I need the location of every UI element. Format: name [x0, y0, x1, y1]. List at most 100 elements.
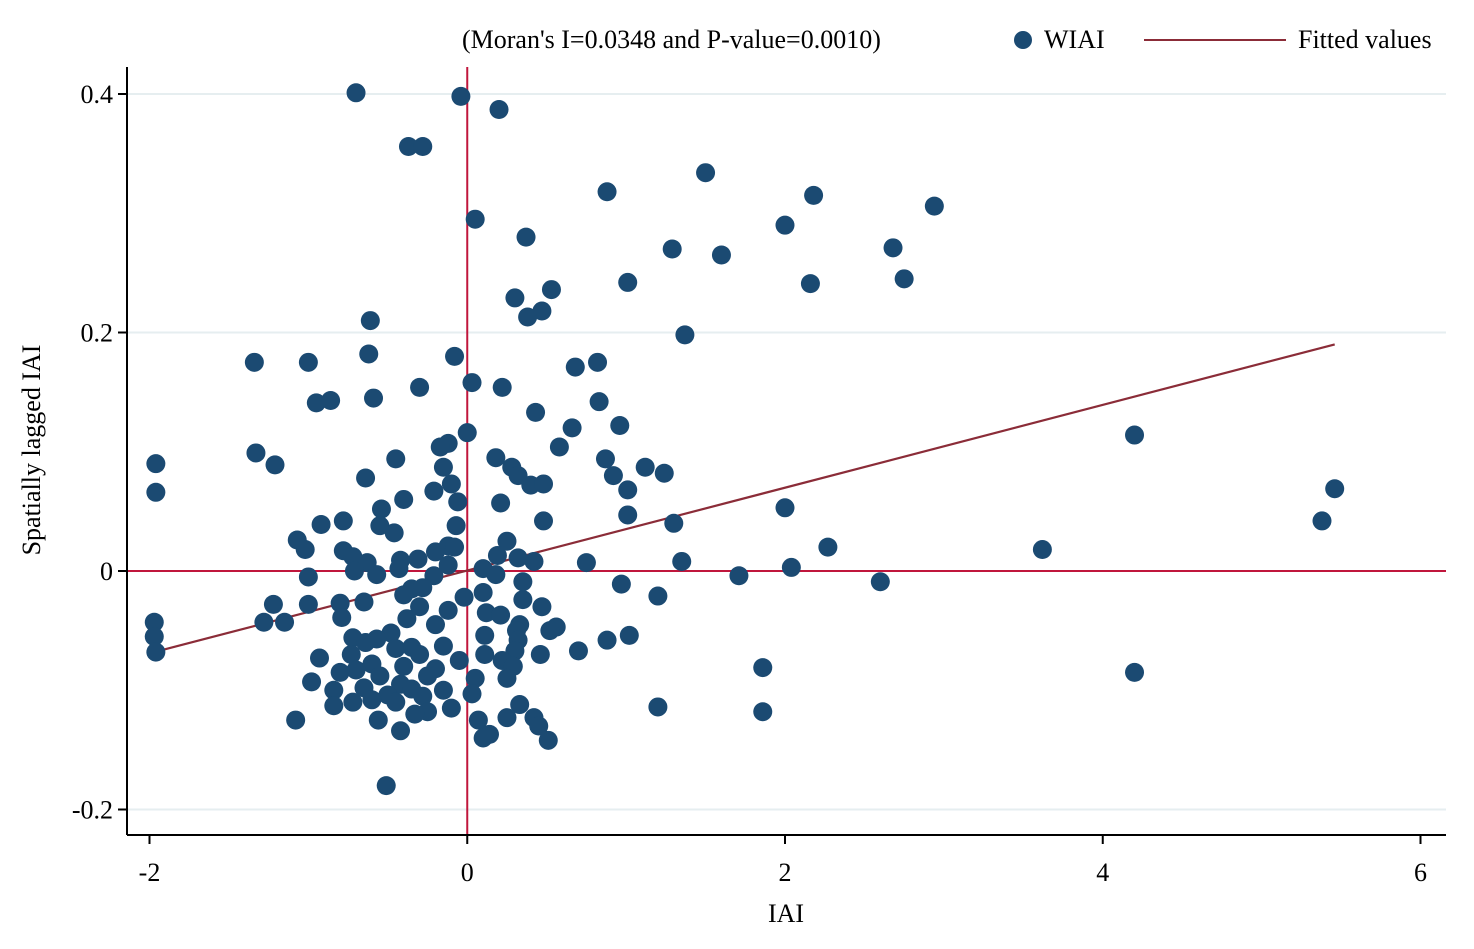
data-point: [386, 449, 406, 469]
data-point: [1125, 425, 1145, 445]
data-point: [302, 672, 322, 692]
data-point: [275, 612, 295, 632]
data-point: [306, 393, 326, 413]
data-point: [516, 227, 536, 247]
data-point: [473, 728, 493, 748]
data-point: [465, 209, 485, 229]
data-point: [424, 566, 444, 586]
data-point: [144, 612, 164, 632]
legend-label-wiai: WIAI: [1044, 25, 1105, 54]
data-point: [870, 572, 890, 592]
data-point: [448, 492, 468, 512]
data-point: [376, 776, 396, 796]
data-point: [775, 498, 795, 518]
data-point: [298, 567, 318, 587]
data-point: [346, 660, 366, 680]
data-point: [489, 100, 509, 120]
data-point: [510, 695, 530, 715]
data-point: [589, 392, 609, 412]
data-point: [449, 650, 469, 670]
data-point: [711, 245, 731, 265]
data-point: [433, 457, 453, 477]
data-point: [362, 690, 382, 710]
fitted-values-line: [153, 343, 1335, 654]
x-tick-label: 4: [1096, 858, 1109, 887]
data-point: [475, 625, 495, 645]
data-point: [595, 449, 615, 469]
data-point: [662, 239, 682, 259]
data-point: [433, 636, 453, 656]
data-point: [441, 698, 461, 718]
data-point: [370, 516, 390, 536]
data-point: [438, 555, 458, 575]
data-point: [588, 352, 608, 372]
data-point: [451, 86, 471, 106]
data-point: [384, 523, 404, 543]
x-axis-title: IAI: [768, 899, 804, 928]
data-point: [781, 557, 801, 577]
data-point: [505, 288, 525, 308]
data-point: [398, 136, 418, 156]
data-point: [562, 418, 582, 438]
data-point: [534, 511, 554, 531]
data-point: [354, 592, 374, 612]
data-point: [457, 423, 477, 443]
data-point: [324, 680, 344, 700]
data-point: [332, 608, 352, 628]
data-point: [389, 559, 409, 579]
data-point: [462, 373, 482, 393]
data-point: [487, 545, 507, 565]
data-point: [476, 603, 496, 623]
data-point: [672, 551, 692, 571]
data-point: [146, 454, 166, 474]
data-point: [618, 480, 638, 500]
data-point: [1312, 511, 1332, 531]
data-point: [418, 666, 438, 686]
data-point: [486, 565, 506, 585]
data-point: [753, 658, 773, 678]
data-point: [696, 163, 716, 183]
data-point: [346, 83, 366, 103]
data-point: [311, 514, 331, 534]
data-point: [410, 644, 430, 664]
x-tick-label: -2: [139, 858, 161, 887]
data-point: [309, 648, 329, 668]
data-point: [445, 346, 465, 366]
legend-marker-wiai: [1014, 31, 1032, 49]
data-point: [611, 574, 631, 594]
data-point: [618, 505, 638, 525]
data-point: [333, 511, 353, 531]
data-point: [356, 633, 376, 653]
data-point: [473, 582, 493, 602]
y-axis-ticks: -0.2 0 0.2 0.4: [72, 80, 127, 825]
data-points: [144, 83, 1345, 796]
data-point: [424, 481, 444, 501]
data-point: [532, 597, 552, 617]
data-point: [883, 238, 903, 258]
reference-lines: [127, 67, 1446, 835]
data-point: [565, 357, 585, 377]
data-point: [497, 668, 517, 688]
data-point: [359, 344, 379, 364]
data-point: [330, 593, 350, 613]
y-tick-label: -0.2: [72, 796, 113, 825]
data-point: [491, 605, 511, 625]
data-point: [1325, 479, 1345, 499]
y-tick-label: 0.4: [81, 80, 114, 109]
data-point: [146, 642, 166, 662]
data-point: [530, 644, 550, 664]
data-point: [394, 585, 414, 605]
data-point: [321, 390, 341, 410]
data-point: [370, 666, 390, 686]
data-point: [263, 594, 283, 614]
data-point: [529, 716, 549, 736]
data-point: [513, 590, 533, 610]
data-point: [818, 537, 838, 557]
data-point: [438, 600, 458, 620]
data-point: [364, 388, 384, 408]
data-point: [804, 185, 824, 205]
data-point: [753, 702, 773, 722]
data-point: [610, 416, 630, 436]
data-point: [405, 704, 425, 724]
data-point: [492, 377, 512, 397]
